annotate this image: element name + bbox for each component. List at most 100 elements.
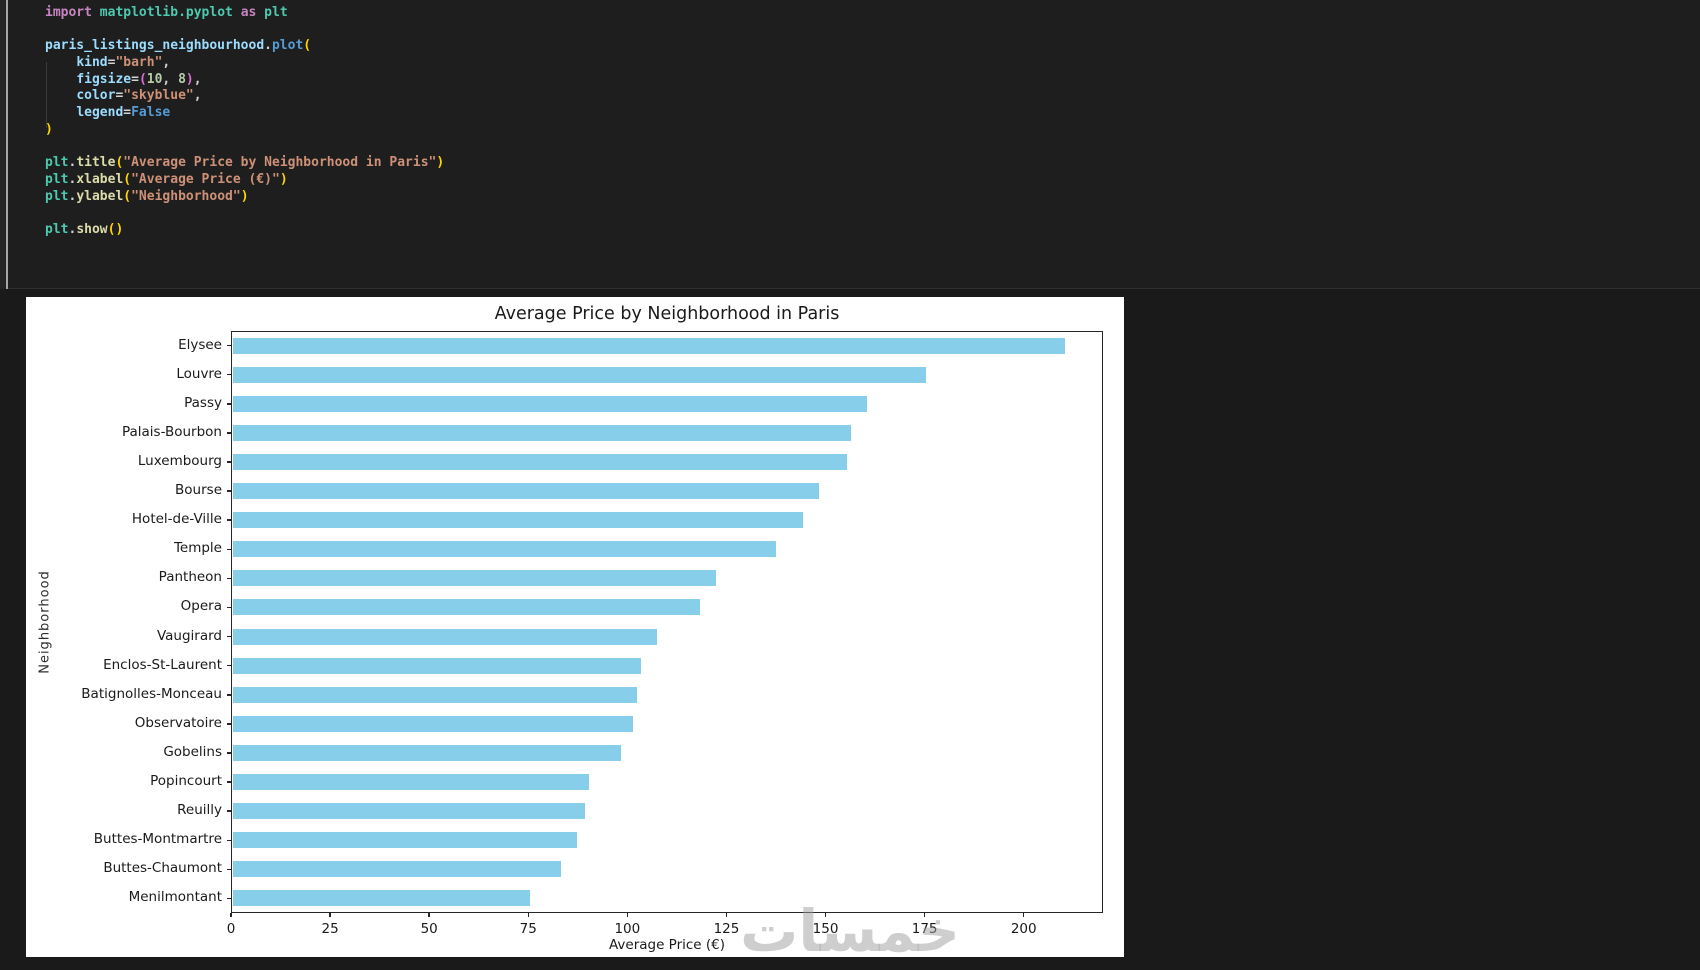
chart-title: Average Price by Neighborhood in Paris: [494, 304, 840, 324]
code-token: .: [264, 38, 272, 54]
code-token: =: [115, 88, 124, 104]
y-tick: [227, 548, 231, 550]
y-tick: [227, 490, 231, 492]
bar: [232, 337, 1065, 354]
y-tick-label: Passy: [184, 394, 222, 411]
code-token: (: [123, 188, 132, 204]
code-token: .: [68, 221, 77, 237]
code-token: "barh": [115, 55, 163, 71]
code-token: plt: [264, 5, 288, 20]
bar: [232, 453, 847, 470]
y-tick: [227, 868, 231, 871]
editor-gutter: [0, 0, 6, 289]
y-tick-label: Pantheon: [158, 569, 222, 586]
y-tick-label: Luxembourg: [137, 452, 222, 469]
y-tick: [227, 839, 231, 841]
code-token: import: [45, 5, 92, 20]
x-tick: [230, 913, 232, 917]
y-tick: [227, 781, 231, 783]
code-line: [45, 139, 1680, 156]
x-tick-label: 0: [226, 921, 236, 937]
code-token: "Neighborhood": [131, 188, 241, 204]
x-tick: [725, 913, 728, 917]
bar: [232, 512, 804, 529]
y-tick-label: Batignolles-Monceau: [81, 685, 222, 702]
code-token: [45, 105, 76, 120]
y-tick-label: Hotel-de-Ville: [131, 511, 222, 528]
y-tick: [227, 723, 231, 725]
y-tick: [227, 635, 231, 638]
code-token: (: [115, 155, 124, 171]
bar: [232, 715, 633, 732]
y-axis-label: Neighborhood: [37, 570, 53, 674]
y-tick-label: Enclos-St-Laurent: [103, 656, 222, 673]
y-tick-label: Popincourt: [150, 773, 222, 790]
y-tick-label: Temple: [173, 540, 222, 557]
y-tick-label: Buttes-Chaumont: [103, 860, 222, 877]
code-line: figsize=(10, 8),: [45, 72, 1680, 89]
code-token: ylabel: [76, 188, 124, 204]
code-token: ): [185, 71, 194, 87]
code-token: .: [68, 155, 77, 171]
code-token: legend: [76, 105, 124, 121]
code-line: legend=False: [45, 105, 1680, 122]
code-token: [45, 88, 76, 103]
x-tick: [329, 913, 331, 917]
x-tick: [923, 913, 926, 917]
code-token: "Average Price by Neighborhood in Paris": [123, 155, 437, 171]
y-tick: [227, 606, 231, 609]
code-line: plt.title("Average Price by Neighborhood…: [45, 155, 1680, 172]
code-token: [45, 55, 76, 70]
code-token: show: [76, 221, 108, 237]
code-token: ): [240, 188, 249, 204]
code-token: False: [131, 105, 171, 121]
code-token: =: [131, 71, 139, 87]
y-tick: [227, 577, 231, 580]
y-tick-label: Menilmontant: [128, 889, 222, 906]
code-token: plt: [45, 188, 69, 204]
code-token: "Average Price (€)": [131, 171, 280, 187]
y-tick-label: Observatoire: [134, 714, 222, 731]
code-token: color: [76, 88, 116, 104]
code-token: ): [436, 155, 445, 171]
code-token: plt: [45, 155, 69, 171]
code-token: "skyblue": [123, 88, 194, 104]
bar: [232, 366, 927, 383]
x-tick: [626, 913, 629, 917]
y-tick-label: Buttes-Montmartre: [93, 831, 222, 848]
code-token: as: [240, 5, 257, 20]
code-token: ,: [162, 55, 171, 71]
code-token: .: [68, 171, 77, 187]
indent-guide: [46, 62, 47, 128]
x-tick-label: 200: [1010, 921, 1037, 937]
code-editor[interactable]: import matplotlib.pyplot as plt paris_lis…: [45, 5, 1680, 239]
code-cell[interactable]: import matplotlib.pyplot as plt paris_lis…: [0, 0, 1700, 289]
code-token: ): [115, 221, 124, 237]
bar: [232, 657, 641, 674]
plot-area: [231, 331, 1103, 913]
code-token: =: [123, 105, 132, 121]
code-token: xlabel: [76, 171, 124, 187]
y-tick: [227, 897, 231, 900]
code-line: plt.xlabel("Average Price (€)"): [45, 172, 1680, 189]
code-token: 8: [178, 71, 186, 87]
code-token: matplotlib.pyplot: [99, 5, 233, 20]
code-token: ,: [162, 71, 179, 87]
code-line: paris_listings_neighbourhood.plot(: [45, 38, 1680, 55]
code-token: ,: [193, 88, 202, 104]
code-line: [45, 22, 1680, 39]
x-tick-label: 50: [420, 921, 438, 937]
code-token: plt: [45, 221, 69, 237]
code-line: import matplotlib.pyplot as plt: [45, 5, 1680, 22]
bar: [232, 686, 637, 703]
x-tick-label: 75: [519, 921, 537, 937]
bar: [232, 395, 867, 412]
y-tick-label: Bourse: [175, 482, 222, 499]
code-line: kind="barh",: [45, 55, 1680, 72]
x-tick-label: 175: [911, 921, 938, 937]
code-token: [45, 72, 76, 87]
x-tick-label: 150: [812, 921, 839, 937]
bar: [232, 832, 578, 849]
code-token: (: [138, 71, 147, 87]
code-token: (: [303, 38, 312, 54]
